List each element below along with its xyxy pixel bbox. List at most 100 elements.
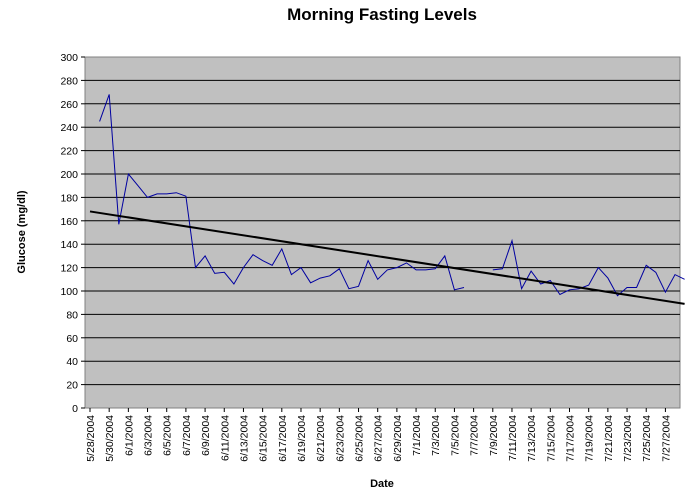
data-point [319, 277, 321, 279]
series-layer [98, 94, 685, 297]
x-tick-label: 6/19/2004 [296, 415, 308, 462]
x-tick-label: 6/15/2004 [258, 415, 270, 462]
data-point [424, 269, 426, 271]
y-tick-label: 280 [60, 75, 78, 87]
x-tick-label: 6/21/2004 [315, 415, 327, 462]
data-point [127, 173, 129, 175]
trendline-layer [89, 210, 685, 305]
data-point [348, 287, 350, 289]
data-point [367, 259, 369, 261]
x-tick-label: 7/27/2004 [660, 415, 672, 462]
data-point [520, 287, 522, 289]
y-tick-label: 220 [60, 146, 78, 158]
x-tick-label: 6/11/2004 [219, 415, 231, 461]
data-point [300, 266, 302, 268]
x-tick-label: 7/5/2004 [449, 415, 461, 456]
series-line [492, 238, 685, 297]
data-point [386, 269, 388, 271]
data-point [616, 294, 618, 296]
x-tick-label: 6/23/2004 [334, 415, 346, 462]
data-point [463, 286, 465, 288]
x-tick-label: 6/3/2004 [143, 415, 155, 456]
x-tick-label: 7/13/2004 [526, 415, 538, 462]
y-axis-title: Glucose (mg/dl) [16, 190, 28, 273]
x-tick-label: 7/7/2004 [469, 415, 481, 456]
x-tick-label: 7/21/2004 [603, 415, 615, 462]
y-tick-label: 60 [66, 333, 78, 345]
data-point [434, 268, 436, 270]
x-tick-label: 6/1/2004 [123, 415, 135, 456]
data-point [309, 282, 311, 284]
x-tick-label: 7/3/2004 [430, 415, 442, 456]
x-tick-label: 7/19/2004 [584, 415, 596, 462]
data-point [194, 266, 196, 268]
data-point [635, 286, 637, 288]
y-tick-label: 140 [60, 239, 78, 251]
data-point [664, 291, 666, 293]
x-tick-label: 7/9/2004 [488, 415, 500, 456]
data-point [118, 223, 120, 225]
x-tick-label: 6/29/2004 [392, 415, 404, 462]
trendline [89, 210, 685, 305]
x-tick-label: 7/17/2004 [565, 415, 577, 462]
data-point [175, 192, 177, 194]
series-line [99, 94, 465, 291]
data-point [261, 259, 263, 261]
data-point [568, 289, 570, 291]
chart-title: Morning Fasting Levels [287, 5, 477, 24]
x-tick-label: 6/25/2004 [354, 415, 366, 462]
x-tick-label: 6/5/2004 [162, 415, 174, 456]
data-point [559, 293, 561, 295]
data-point [415, 269, 417, 271]
y-tick-label: 100 [60, 286, 78, 298]
data-point [645, 264, 647, 266]
data-point [587, 284, 589, 286]
y-tick-label: 180 [60, 192, 78, 204]
data-point [683, 278, 685, 280]
y-tick-label: 20 [66, 380, 78, 392]
data-point [329, 275, 331, 277]
x-tick-label: 7/1/2004 [411, 415, 423, 456]
data-point [549, 279, 551, 281]
data-point [511, 239, 513, 241]
data-point [281, 248, 283, 250]
x-tick-label: 5/28/2004 [85, 415, 97, 462]
x-tick-label: 6/13/2004 [238, 415, 250, 462]
data-point [597, 266, 599, 268]
y-tick-label: 300 [60, 52, 78, 64]
x-axis-title: Date [370, 478, 394, 490]
data-point [223, 271, 225, 273]
data-point [453, 289, 455, 291]
data-point [185, 195, 187, 197]
data-point [290, 273, 292, 275]
data-point [98, 120, 100, 122]
x-tick-label: 5/30/2004 [104, 415, 116, 462]
data-point [626, 286, 628, 288]
plot-area [84, 56, 681, 409]
data-point [501, 268, 503, 270]
y-tick-label: 40 [66, 356, 78, 368]
data-point [377, 278, 379, 280]
data-point [213, 272, 215, 274]
data-point [242, 266, 244, 268]
data-point [338, 268, 340, 270]
data-point [396, 266, 398, 268]
y-tick-label: 0 [72, 403, 78, 415]
y-tick-label: 260 [60, 99, 78, 111]
x-tick-label: 6/7/2004 [181, 415, 193, 456]
data-point [655, 271, 657, 273]
data-point [674, 273, 676, 275]
data-point [156, 193, 158, 195]
x-tick-label: 6/17/2004 [277, 415, 289, 462]
data-point [492, 269, 494, 271]
y-tick-label: 240 [60, 122, 78, 134]
data-point [233, 283, 235, 285]
data-point [166, 193, 168, 195]
x-tick-label: 7/23/2004 [622, 415, 634, 462]
x-tick-label: 6/27/2004 [373, 415, 385, 462]
data-point [271, 264, 273, 266]
y-tick-label: 80 [66, 309, 78, 321]
data-point [146, 196, 148, 198]
y-tick-label: 160 [60, 216, 78, 228]
